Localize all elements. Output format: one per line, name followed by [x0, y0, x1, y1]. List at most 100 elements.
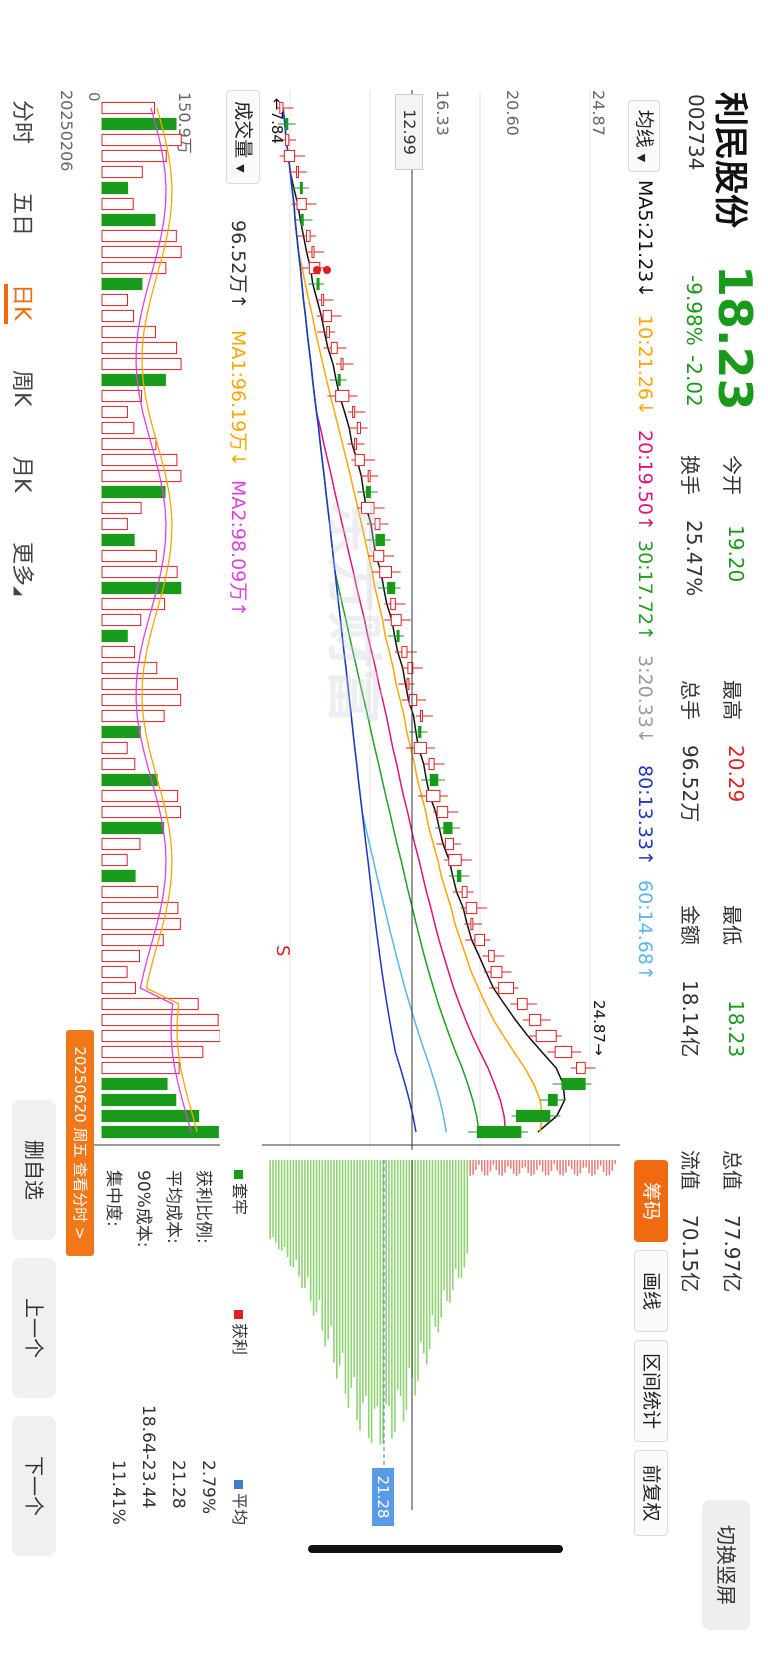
chip-bar: [538, 1160, 541, 1166]
amount-label: 金额: [678, 905, 702, 945]
chip-bar: [396, 1160, 399, 1390]
avg-cost-value: 21.28: [168, 1460, 188, 1509]
tab-monthly-k[interactable]: 月K: [9, 456, 34, 493]
tab-weekly-k[interactable]: 周K: [9, 370, 34, 407]
ma-selector[interactable]: 均线 ▼: [628, 100, 660, 172]
candle-body: [299, 181, 303, 195]
tab-chip[interactable]: 筹码: [634, 1160, 668, 1242]
tab-intraday[interactable]: 分时: [9, 100, 34, 145]
profit-ratio-value: 2.79%: [198, 1460, 218, 1515]
chip-bar: [414, 1160, 416, 1396]
candle-body: [396, 629, 400, 643]
change-pct: -9.98%: [682, 275, 706, 346]
date-start: 20250206: [57, 90, 76, 172]
chip-bar: [327, 1160, 329, 1340]
volume-bar: [101, 581, 182, 595]
volume-bar: [101, 117, 177, 131]
chip-bar: [518, 1160, 521, 1174]
sell-signal: S: [272, 945, 293, 957]
concentration-label: 集中度:: [103, 1170, 123, 1227]
delete-watchlist-button[interactable]: 删自选: [12, 1100, 56, 1240]
next-stock-button[interactable]: 下一个: [12, 1416, 56, 1556]
candle-body: [418, 725, 422, 739]
date-tooltip[interactable]: 20250620 周五 查看分时 >: [66, 1030, 94, 1256]
volume-bar: [101, 853, 128, 867]
candles: [275, 101, 596, 1139]
chip-bar: [336, 1160, 338, 1379]
volume-bar: [101, 325, 156, 339]
tab-range-stats[interactable]: 区间统计: [634, 1340, 668, 1442]
chip-bar: [582, 1160, 585, 1168]
candle-body: [374, 517, 381, 531]
volume-ma1: MA1:96.19万↓: [227, 330, 249, 468]
legend-avg: 平均: [229, 1480, 253, 1525]
candle-body: [390, 613, 402, 627]
switch-portrait-button[interactable]: 切换竖屏: [702, 1500, 750, 1630]
chip-bar: [399, 1160, 402, 1397]
tab-more[interactable]: 更多◢: [8, 542, 40, 595]
volume-bar: [101, 405, 128, 419]
volume-bar: [101, 757, 136, 771]
volume-bar: [101, 181, 129, 195]
chip-bar: [425, 1160, 428, 1365]
volume-ma2: MA2:98.09万↑: [227, 480, 249, 618]
chip-bar: [420, 1160, 422, 1343]
candle-body: [354, 453, 365, 467]
volume-bar: [101, 437, 157, 451]
candle-body: [547, 1093, 558, 1107]
chip-bar: [344, 1160, 347, 1394]
chip-bar: [379, 1160, 382, 1445]
chip-bar: [556, 1160, 558, 1171]
volume-bar: [101, 245, 182, 259]
legend-avg-swatch: [234, 1480, 243, 1489]
chip-bar: [512, 1160, 515, 1175]
chip-bar: [527, 1160, 529, 1174]
volume-bar: [101, 645, 135, 659]
candle-body: [413, 741, 427, 755]
chip-bar: [286, 1160, 289, 1257]
previous-stock-button[interactable]: 上一个: [12, 1258, 56, 1398]
active-tab-indicator: [4, 284, 8, 324]
chip-bar: [437, 1160, 440, 1333]
volume-selector[interactable]: 成交量 ▼: [226, 90, 260, 184]
chip-bar: [567, 1160, 570, 1167]
candle-body: [279, 101, 284, 115]
candle-body: [337, 373, 341, 387]
candle-body: [379, 565, 392, 579]
chip-bar: [391, 1160, 393, 1439]
candle-body: [335, 389, 350, 403]
tab-draw[interactable]: 画线: [634, 1250, 668, 1332]
chip-bar: [492, 1160, 495, 1165]
current-price: 18.23: [708, 265, 762, 411]
candle-body: [365, 485, 371, 499]
chip-bar: [509, 1160, 512, 1169]
chip-bar: [333, 1160, 335, 1363]
avg-cost-label: 平均成本:: [163, 1170, 183, 1244]
candle-body: [367, 469, 371, 483]
kline-chart[interactable]: [262, 90, 620, 1150]
chip-bar: [443, 1160, 445, 1291]
chip-bar: [495, 1160, 498, 1171]
ma80-value: 80:13.33↑: [634, 765, 656, 866]
volume-bar: [101, 725, 141, 739]
volume-bar: [101, 773, 158, 787]
candle-body: [576, 1061, 586, 1075]
tab-adjust[interactable]: 前复权: [634, 1450, 668, 1536]
chip-bar: [373, 1160, 376, 1409]
volume-bar: [101, 389, 143, 403]
volume-selector-label: 成交量: [232, 101, 254, 159]
chip-bar: [338, 1160, 341, 1366]
chip-bar: [446, 1160, 448, 1301]
volume-bar: [101, 197, 134, 211]
tab-daily-k[interactable]: 日K: [9, 284, 34, 321]
crosshair-price-tag: 12.99: [395, 94, 423, 170]
volume-bar: [101, 917, 181, 931]
ma30-value: 30:17.72↑: [634, 540, 656, 641]
volume-bar: [101, 469, 182, 483]
volume-bar: [101, 869, 136, 883]
chip-bar: [588, 1160, 590, 1174]
ma80-line: [282, 107, 417, 1133]
tab-five-day[interactable]: 五日: [9, 192, 34, 237]
chip-bar: [507, 1160, 509, 1167]
chip-bar: [318, 1160, 321, 1301]
